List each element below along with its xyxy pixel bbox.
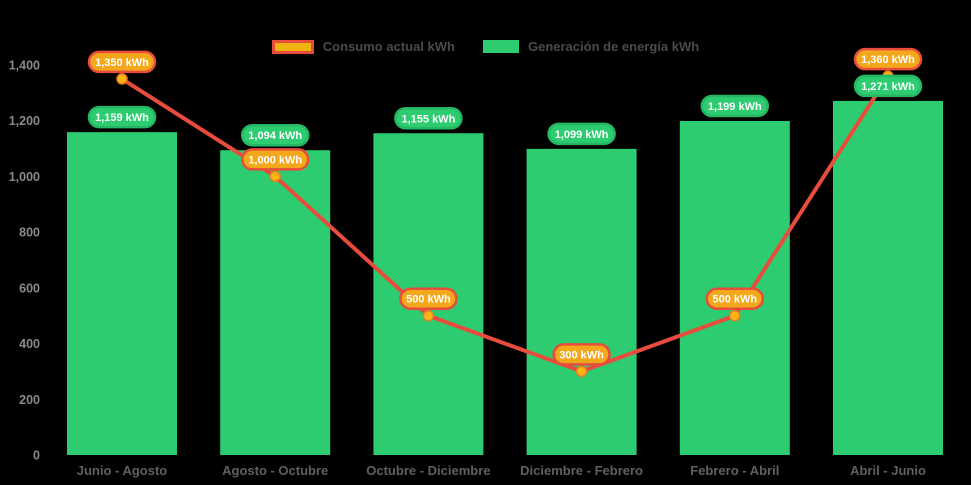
legend-item-consumo[interactable]: Consumo actual kWh — [271, 39, 455, 54]
y-axis: 0 200 400 600 800 1,000 1,200 1,400 — [9, 59, 40, 463]
y-tick-label: 1,000 — [9, 170, 40, 184]
x-axis-label-6: Abril - Junio — [850, 463, 926, 478]
x-axis-label-2: Agosto - Octubre — [222, 463, 328, 478]
value-label-text: 1,271 kWh — [861, 81, 915, 93]
legend-label-generacion: Generación de energía kWh — [527, 39, 700, 54]
bar-value-label-6: 1,271 kWh — [853, 74, 923, 98]
value-label-text: 1,155 kWh — [401, 113, 455, 125]
y-tick-label: 800 — [19, 226, 40, 240]
line-point-1[interactable] — [116, 73, 128, 85]
line-value-label-4: 300 kWh — [552, 343, 611, 366]
y-tick-label: 0 — [33, 449, 40, 463]
line-value-label-3: 500 kWh — [399, 287, 458, 310]
y-tick-label: 200 — [19, 393, 40, 407]
line-point-4[interactable] — [575, 365, 588, 378]
x-axis: Junio - Agosto Agosto - Octubre Octubre - … — [77, 463, 926, 478]
bar-4[interactable] — [526, 148, 637, 455]
chart-legend: Consumo actual kWh Generación de energía… — [0, 39, 971, 54]
value-label-text: 500 kWh — [712, 294, 757, 306]
x-axis-label-3: Octubre - Diciembre — [366, 463, 490, 478]
y-tick-label: 400 — [19, 337, 40, 351]
legend-item-generacion[interactable]: Generación de energía kWh — [482, 39, 700, 54]
bar-value-labels: 1,159 kWh 1,094 kWh 1,155 kWh 1,099 kWh 1,19… — [87, 74, 923, 147]
bar-value-label-3: 1,155 kWh — [394, 107, 463, 130]
value-label-text: 1,350 kWh — [95, 57, 149, 69]
bar-value-label-4: 1,099 kWh — [547, 122, 616, 146]
line-point-3[interactable] — [422, 309, 435, 322]
bar-value-label-2: 1,094 kWh — [240, 123, 310, 147]
legend-swatch-consumo-icon — [271, 39, 314, 54]
value-label-text: 1,099 kWh — [555, 129, 609, 141]
line-point-5[interactable] — [729, 309, 741, 322]
y-tick-label: 600 — [19, 281, 40, 295]
bar-1[interactable] — [67, 132, 177, 455]
bar-series — [67, 100, 943, 455]
value-label-text: 1,094 kWh — [248, 130, 302, 142]
bar-value-label-5: 1,199 kWh — [700, 94, 770, 118]
value-label-text: 500 kWh — [406, 294, 451, 306]
legend-label-consumo: Consumo actual kWh — [322, 39, 455, 54]
bar-6[interactable] — [833, 100, 943, 455]
y-tick-label: 1,200 — [9, 114, 40, 128]
value-label-text: 1,199 kWh — [708, 101, 762, 113]
line-value-label-2: 1,000 kWh — [240, 148, 310, 171]
bar-value-label-1: 1,159 kWh — [87, 105, 157, 129]
line-value-labels: 1,350 kWh 1,000 kWh 500 kWh 300 kWh 500 kWh 1… — [87, 47, 923, 366]
line-point-2[interactable] — [269, 170, 281, 183]
line-value-label-5: 500 kWh — [705, 287, 765, 310]
value-label-text: 1,360 kWh — [861, 54, 915, 66]
value-label-text: 300 kWh — [559, 349, 604, 361]
x-axis-label-5: Febrero - Abril — [690, 463, 779, 478]
line-value-label-1: 1,350 kWh — [87, 50, 157, 74]
value-label-text: 1,000 kWh — [248, 154, 302, 166]
legend-swatch-generacion-icon — [482, 40, 519, 53]
bar-2[interactable] — [220, 150, 331, 455]
line-value-label-6: 1,360 kWh — [853, 47, 923, 71]
y-tick-label: 1,400 — [9, 59, 40, 73]
x-axis-label-4: Diciembre - Febrero — [520, 463, 643, 478]
x-axis-label-1: Junio - Agosto — [77, 463, 168, 478]
value-label-text: 1,159 kWh — [95, 112, 149, 124]
